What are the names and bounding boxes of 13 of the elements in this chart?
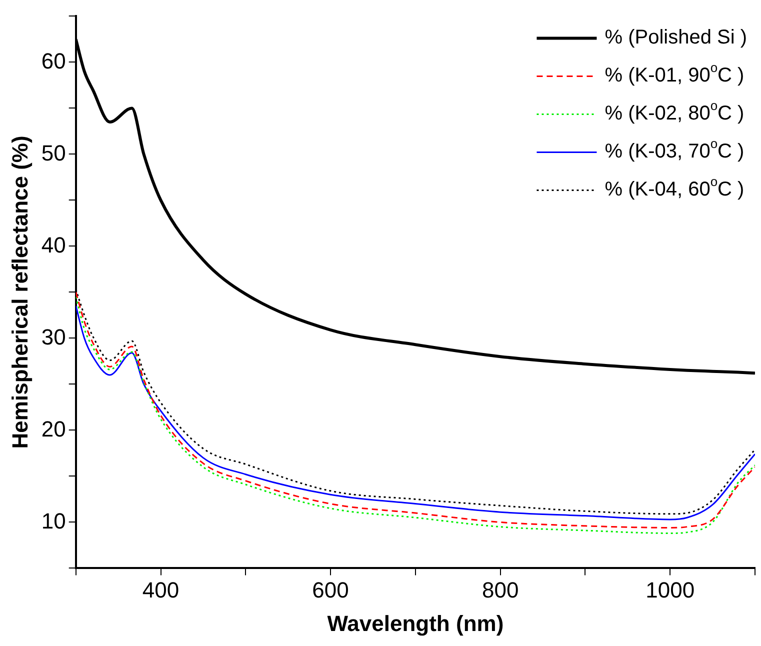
y-tick-label: 20 — [41, 416, 66, 442]
x-tick-label: 600 — [312, 577, 349, 602]
legend-label: % (Polished Si ) — [604, 26, 748, 49]
y-axis-title: Hemispherical reflectance (%) — [7, 136, 32, 449]
x-tick-label: 1000 — [646, 577, 695, 602]
y-tick-label: 10 — [41, 508, 66, 534]
y-tick-label: 60 — [41, 48, 66, 74]
x-tick-label: 400 — [142, 577, 180, 602]
y-tick-label: 50 — [41, 140, 66, 166]
y-tick-label: 30 — [41, 324, 66, 350]
y-tick-label: 40 — [41, 232, 66, 258]
x-tick-label: 800 — [482, 577, 519, 602]
x-axis-title: Wavelength (nm) — [327, 610, 504, 636]
